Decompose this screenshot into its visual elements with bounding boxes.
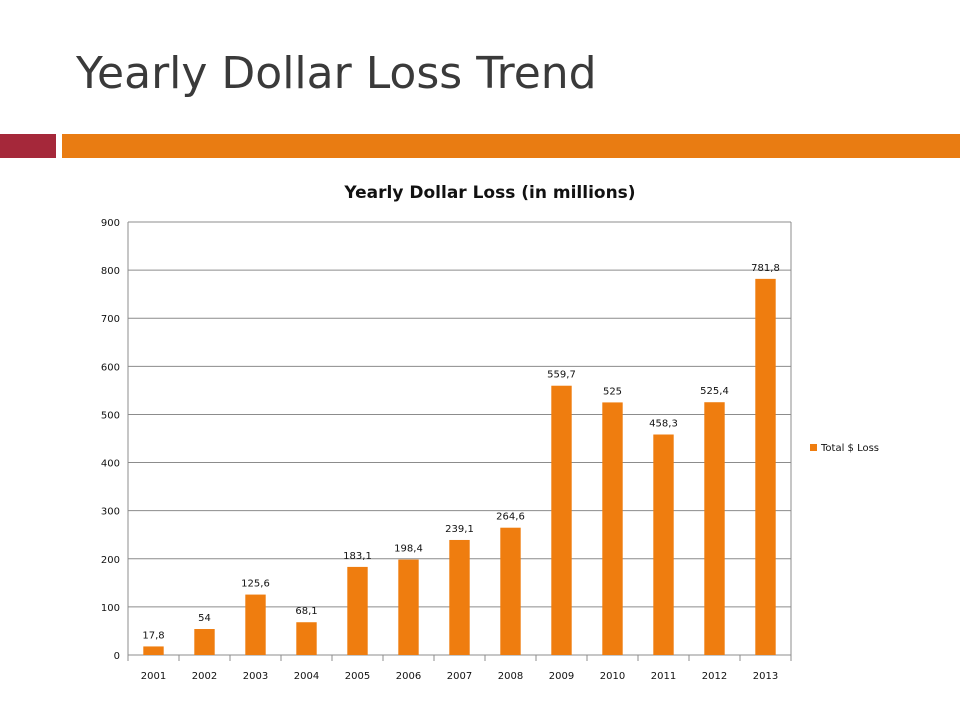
data-label: 68,1 xyxy=(295,606,317,617)
data-label: 17,8 xyxy=(142,630,164,641)
y-tick-label: 500 xyxy=(101,410,120,421)
bar xyxy=(347,566,368,655)
bar xyxy=(551,385,572,655)
y-axis-ticks: 0 100 200 300 400 500 600 700 800 900 xyxy=(101,218,120,662)
x-tick-label: 2013 xyxy=(753,671,778,682)
y-tick-label: 400 xyxy=(101,459,120,470)
accent-bar-right xyxy=(62,134,960,158)
bar xyxy=(143,646,164,655)
y-tick-label: 200 xyxy=(101,555,120,566)
y-tick-label: 800 xyxy=(101,266,120,277)
gridlines xyxy=(127,221,792,656)
x-tick-label: 2008 xyxy=(498,671,523,682)
chart-title: Yearly Dollar Loss (in millions) xyxy=(343,183,635,203)
data-label: 54 xyxy=(198,613,211,624)
x-tick-label: 2004 xyxy=(294,671,319,682)
data-labels: 17,8 54 125,6 68,1 183,1 198,4 239,1 264,6 559,7… xyxy=(142,263,779,642)
bars xyxy=(143,278,776,655)
x-tick-label: 2005 xyxy=(345,671,370,682)
y-tick-label: 700 xyxy=(101,314,120,325)
x-tick-label: 2010 xyxy=(600,671,625,682)
bar xyxy=(194,629,215,655)
x-tick-label: 2003 xyxy=(243,671,268,682)
accent-bar-left xyxy=(0,134,56,158)
bar xyxy=(245,594,266,655)
x-tick-label: 2006 xyxy=(396,671,421,682)
bar xyxy=(653,434,674,655)
data-label: 264,6 xyxy=(496,512,525,523)
data-label: 198,4 xyxy=(394,544,423,555)
y-tick-label: 300 xyxy=(101,507,120,518)
x-axis-ticks: 2001 2002 2003 2004 2005 2006 2007 2008 2009 2010… xyxy=(127,655,792,682)
data-label: 559,7 xyxy=(547,370,576,381)
bar xyxy=(602,402,623,655)
bar xyxy=(398,559,419,655)
data-label: 781,8 xyxy=(751,263,780,274)
x-tick-label: 2001 xyxy=(141,671,166,682)
data-label: 183,1 xyxy=(343,551,372,562)
bar xyxy=(449,539,470,655)
y-tick-label: 600 xyxy=(101,362,120,373)
bar xyxy=(500,527,521,655)
legend: Total $ Loss xyxy=(810,443,879,454)
x-tick-label: 2011 xyxy=(651,671,676,682)
bar xyxy=(755,278,776,655)
y-tick-label: 0 xyxy=(114,651,120,662)
x-tick-label: 2009 xyxy=(549,671,574,682)
y-tick-label: 100 xyxy=(101,603,120,614)
data-label: 525 xyxy=(603,386,622,397)
data-label: 239,1 xyxy=(445,524,474,535)
x-tick-label: 2002 xyxy=(192,671,217,682)
legend-swatch xyxy=(810,444,817,451)
data-label: 525,4 xyxy=(700,386,729,397)
x-tick-label: 2012 xyxy=(702,671,727,682)
x-tick-label: 2007 xyxy=(447,671,472,682)
bar xyxy=(296,622,317,655)
data-label: 125,6 xyxy=(241,579,270,590)
slide-title: Yearly Dollar Loss Trend xyxy=(76,48,597,99)
data-label: 458,3 xyxy=(649,419,678,430)
bar xyxy=(704,402,725,655)
legend-label: Total $ Loss xyxy=(820,443,879,454)
y-tick-label: 900 xyxy=(101,218,120,229)
